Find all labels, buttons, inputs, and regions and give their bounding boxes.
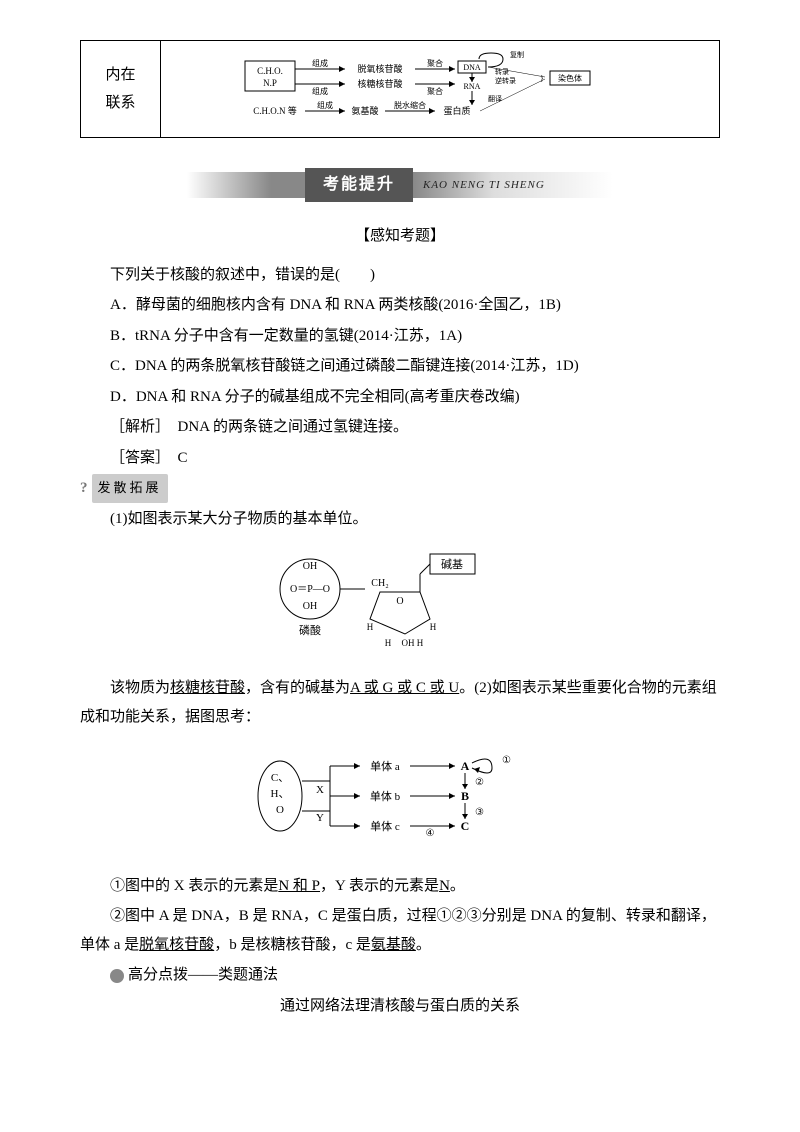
- question-stem: 下列关于核酸的叙述中，错误的是( ): [80, 261, 720, 290]
- table-label-cell: 内在 联系: [81, 41, 161, 138]
- svg-text:OH: OH: [303, 601, 317, 612]
- ext1-conclusion: 该物质为核糖核苷酸，含有的碱基为A 或 G 或 C 或 U。(2)如图表示某些重…: [80, 674, 720, 731]
- extend-tag: 发散拓展: [92, 474, 168, 503]
- d-box1-t1: C.H.O.: [257, 66, 283, 76]
- svg-text:单体 a: 单体 a: [370, 759, 400, 773]
- d-aa: 氨基酸: [351, 105, 378, 116]
- d-rep: 复制: [510, 50, 524, 59]
- analysis-line: ［解析］ DNA 的两条链之间通过氢键连接。: [80, 413, 720, 442]
- svg-text:①: ①: [502, 755, 511, 766]
- svg-text:H: H: [367, 622, 374, 632]
- svg-text:②: ②: [475, 777, 484, 788]
- d-p1: 聚合: [427, 58, 443, 68]
- svg-text:单体 b: 单体 b: [370, 789, 401, 803]
- option-a: A．酵母菌的细胞核内含有 DNA 和 RNA 两类核酸(2016·全国乙，1B): [80, 291, 720, 320]
- svg-text:③: ③: [475, 807, 484, 818]
- d-chr: }: [540, 74, 544, 83]
- svg-text:碱基: 碱基: [441, 558, 463, 571]
- svg-text:磷酸: 磷酸: [299, 623, 321, 637]
- banner-left-stripe: [187, 172, 307, 198]
- e3-u2: 氨基酸: [371, 937, 416, 953]
- e3-post: 。: [416, 937, 431, 953]
- nucleotide-svg: OH O＝P—O OH 磷酸 CH₂ O H H OH H H 碱基: [270, 544, 530, 654]
- tip-line: ! 高分点拨——类题通法: [80, 961, 720, 990]
- nucleotide-figure: OH O＝P—O OH 磷酸 CH₂ O H H OH H H 碱基: [80, 544, 720, 665]
- e2-u2: N: [439, 878, 450, 894]
- c-pre: 该物质为: [110, 680, 170, 696]
- d-v2: 组成: [312, 86, 328, 96]
- d-v3: 组成: [317, 100, 333, 110]
- d-o1: 脱氧核苷酸: [357, 63, 402, 74]
- e2-u1: N 和 P: [278, 878, 320, 894]
- ext1-stem: (1)如图表示某大分子物质的基本单位。: [80, 505, 720, 534]
- extend-tag-row: ?发散拓展: [80, 474, 720, 503]
- svg-text:A: A: [461, 759, 470, 773]
- svg-text:H、: H、: [271, 788, 290, 800]
- element-svg: C、 H、 O X Y 单体 a 单体 b 单体 c ④ A B C ① ② ③: [250, 741, 550, 851]
- ext2-line1: ①图中的 X 表示的元素是N 和 P，Y 表示的元素是N。: [80, 872, 720, 901]
- d-tr: 翻译: [488, 94, 502, 103]
- c-u2: A 或 G 或 C 或 U: [350, 680, 459, 696]
- answer-line: ［答案］ C: [80, 444, 720, 473]
- option-d: D．DNA 和 RNA 分子的碱基组成不完全相同(高考重庆卷改编): [80, 383, 720, 412]
- d-dna: DNA: [463, 63, 481, 72]
- option-c: C．DNA 的两条脱氧核苷酸链之间通过磷酸二酯键连接(2014·江苏，1D): [80, 352, 720, 381]
- svg-text:OH: OH: [303, 561, 317, 572]
- section-banner: 考能提升 KAO NENG TI SHENG: [80, 168, 720, 202]
- svg-text:OH: OH: [402, 638, 415, 648]
- analysis-label: ［解析］: [110, 419, 163, 435]
- svg-text:H: H: [385, 638, 392, 648]
- d-v1: 组成: [312, 58, 328, 68]
- d-p2: 聚合: [427, 86, 443, 96]
- svg-text:O＝P—O: O＝P—O: [290, 584, 330, 595]
- svg-text:O: O: [396, 596, 403, 607]
- svg-text:X: X: [316, 784, 324, 796]
- ext2-line2: ②图中 A 是 DNA，B 是 RNA，C 是蛋白质，过程①②③分别是 DNA …: [80, 902, 720, 959]
- e2-post: 。: [450, 878, 465, 894]
- svg-text:O: O: [276, 804, 284, 816]
- svg-text:H: H: [417, 638, 424, 648]
- svg-text:Y: Y: [316, 812, 324, 824]
- answer-text: C: [178, 450, 188, 466]
- label-l2: 联系: [89, 89, 152, 118]
- relation-table: 内在 联系 C.H.O. N.P 组成 脱氧核苷酸 组成 核糖核苷酸 聚合 聚合…: [80, 40, 720, 138]
- label-l1: 内在: [89, 61, 152, 90]
- d-rev: 逆转录: [495, 76, 516, 85]
- svg-text:H: H: [430, 622, 437, 632]
- d-chrom: 染色体: [558, 73, 582, 83]
- svg-text:C: C: [461, 819, 470, 833]
- e2-pre: ①图中的 X 表示的元素是: [110, 878, 278, 894]
- e3-u1: 脱氧核苷酸: [139, 937, 214, 953]
- flow-diagram: C.H.O. N.P 组成 脱氧核苷酸 组成 核糖核苷酸 聚合 聚合 DNA R…: [240, 49, 640, 129]
- d-rna: RNA: [464, 82, 481, 91]
- svg-text:CH₂: CH₂: [371, 578, 388, 589]
- analysis-text: DNA 的两条链之间通过氢键连接。: [178, 419, 408, 435]
- element-figure: C、 H、 O X Y 单体 a 单体 b 单体 c ④ A B C ① ② ③: [80, 741, 720, 862]
- answer-label: ［答案］: [110, 450, 163, 466]
- svg-text:单体 c: 单体 c: [370, 819, 400, 833]
- d-b2: C.H.O.N 等: [253, 105, 297, 116]
- d-pr: 蛋白质: [443, 105, 470, 116]
- d-o2: 核糖核苷酸: [357, 78, 402, 89]
- e3-mid: ，b 是核糖核苷酸，c 是: [214, 937, 371, 953]
- tip-label: 高分点拨——类题通法: [128, 967, 278, 983]
- banner-pinyin: KAO NENG TI SHENG: [413, 172, 613, 198]
- question-mark-icon: ?: [80, 480, 88, 496]
- svg-text:④: ④: [426, 828, 435, 839]
- svg-text:B: B: [461, 789, 469, 803]
- d-box1-t2: N.P: [263, 78, 277, 88]
- svg-text:C、: C、: [271, 772, 289, 784]
- bullet-icon: !: [110, 969, 124, 983]
- d-dh: 脱水缩合: [394, 100, 426, 110]
- diagram-cell: C.H.O. N.P 组成 脱氧核苷酸 组成 核糖核苷酸 聚合 聚合 DNA R…: [161, 41, 720, 138]
- e2-mid: ，Y 表示的元素是: [320, 878, 439, 894]
- banner-title: 考能提升: [305, 168, 413, 202]
- c-mid: ，含有的碱基为: [245, 680, 350, 696]
- option-b: B．tRNA 分子中含有一定数量的氢键(2014·江苏，1A): [80, 322, 720, 351]
- tip-sub: 通过网络法理清核酸与蛋白质的关系: [80, 992, 720, 1021]
- sub-heading: 【感知考题】: [80, 222, 720, 251]
- c-u1: 核糖核苷酸: [170, 680, 245, 696]
